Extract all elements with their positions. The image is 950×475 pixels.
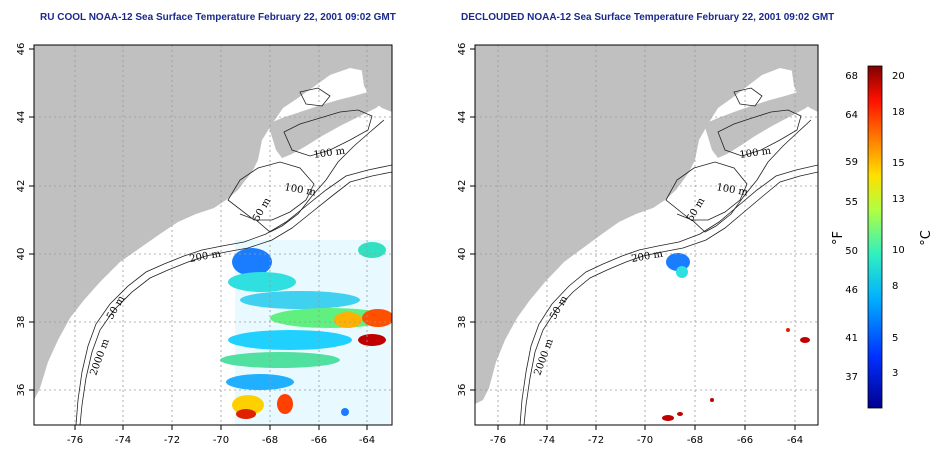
left-x-tick: -72 bbox=[164, 435, 180, 446]
right-contour-label-1: 100 m bbox=[739, 146, 772, 161]
right-nova-scotia bbox=[704, 92, 815, 158]
right-y-tick: 46 bbox=[457, 43, 468, 56]
colorbar-c-tick: 10 bbox=[892, 245, 905, 256]
right-sst-data bbox=[662, 253, 810, 421]
right-y-tick: 40 bbox=[457, 248, 468, 261]
right-x-tick: -74 bbox=[539, 435, 555, 446]
colorbar-unit-fahrenheit: °F bbox=[831, 231, 846, 245]
left-y-tick: 40 bbox=[16, 248, 27, 261]
right-x-tick: -70 bbox=[637, 435, 653, 446]
colorbar-f-tick: 68 bbox=[845, 71, 858, 82]
left-contour-label-1: 100 m bbox=[313, 146, 346, 161]
left-x-tick: -76 bbox=[67, 435, 83, 446]
temperature-colorbar: 68 64 59 55 50 46 41 37 20 18 15 13 10 8… bbox=[831, 65, 934, 409]
left-map-frame bbox=[33, 44, 393, 426]
left-sst-data bbox=[220, 240, 392, 425]
left-nova-scotia bbox=[268, 92, 386, 158]
colorbar-f-tick: 64 bbox=[845, 110, 858, 121]
colorbar-f-tick: 37 bbox=[845, 372, 858, 383]
colorbar-f-tick: 41 bbox=[845, 333, 858, 344]
left-grid bbox=[34, 45, 392, 425]
right-x-tick: -68 bbox=[687, 435, 703, 446]
colorbar-f-tick: 46 bbox=[845, 285, 858, 296]
right-x-tick: -66 bbox=[737, 435, 753, 446]
right-bathymetry-contours bbox=[519, 87, 818, 425]
colorbar-c-tick: 3 bbox=[892, 368, 898, 379]
right-panel-title: DECLOUDED NOAA-12 Sea Surface Temperatur… bbox=[461, 12, 835, 23]
right-land-mass bbox=[475, 45, 818, 404]
left-x-tick: -70 bbox=[213, 435, 229, 446]
left-x-tick: -64 bbox=[359, 435, 375, 446]
right-map-panel: 100 m 100 m 50 m 200 m 50 m 2000 m -76 -… bbox=[457, 43, 819, 446]
colorbar-gradient bbox=[867, 65, 883, 409]
left-y-tick: 38 bbox=[16, 316, 27, 329]
right-y-tick: 42 bbox=[457, 180, 468, 193]
left-bathymetry-contours bbox=[75, 87, 392, 425]
left-y-tick: 46 bbox=[16, 43, 27, 56]
left-panel-title: RU COOL NOAA-12 Sea Surface Temperature … bbox=[40, 12, 396, 23]
right-map-frame bbox=[474, 44, 819, 426]
right-y-tick: 38 bbox=[457, 316, 468, 329]
left-x-tick: -66 bbox=[311, 435, 327, 446]
colorbar-c-tick: 5 bbox=[892, 333, 898, 344]
left-cape-cod bbox=[234, 188, 250, 204]
right-x-tick: -72 bbox=[588, 435, 604, 446]
colorbar-c-tick: 20 bbox=[892, 71, 905, 82]
colorbar-c-tick: 18 bbox=[892, 107, 905, 118]
colorbar-c-tick: 15 bbox=[892, 158, 905, 169]
colorbar-f-tick: 59 bbox=[845, 157, 858, 168]
colorbar-f-tick: 50 bbox=[845, 246, 858, 257]
colorbar-c-tick: 8 bbox=[892, 281, 898, 292]
right-grid bbox=[475, 45, 818, 425]
right-newfoundland bbox=[790, 52, 818, 112]
left-y-tick: 36 bbox=[16, 384, 27, 397]
right-cape-cod bbox=[672, 188, 688, 204]
right-y-tick: 36 bbox=[457, 384, 468, 397]
right-x-tick: -64 bbox=[787, 435, 803, 446]
colorbar-c-tick: 13 bbox=[892, 194, 905, 205]
right-x-tick: -76 bbox=[490, 435, 506, 446]
right-y-tick: 44 bbox=[457, 111, 468, 124]
left-newfoundland bbox=[360, 52, 392, 112]
colorbar-unit-celsius: °C bbox=[919, 230, 934, 246]
left-y-tick: 44 bbox=[16, 111, 27, 124]
left-map-panel: 100 m 100 m 50 m 200 m 50 m 2000 m -76 -… bbox=[16, 43, 393, 446]
colorbar-f-tick: 55 bbox=[845, 197, 858, 208]
left-y-tick: 42 bbox=[16, 180, 27, 193]
left-land-mass bbox=[34, 45, 392, 400]
left-x-tick: -74 bbox=[115, 435, 131, 446]
left-x-tick: -68 bbox=[262, 435, 278, 446]
